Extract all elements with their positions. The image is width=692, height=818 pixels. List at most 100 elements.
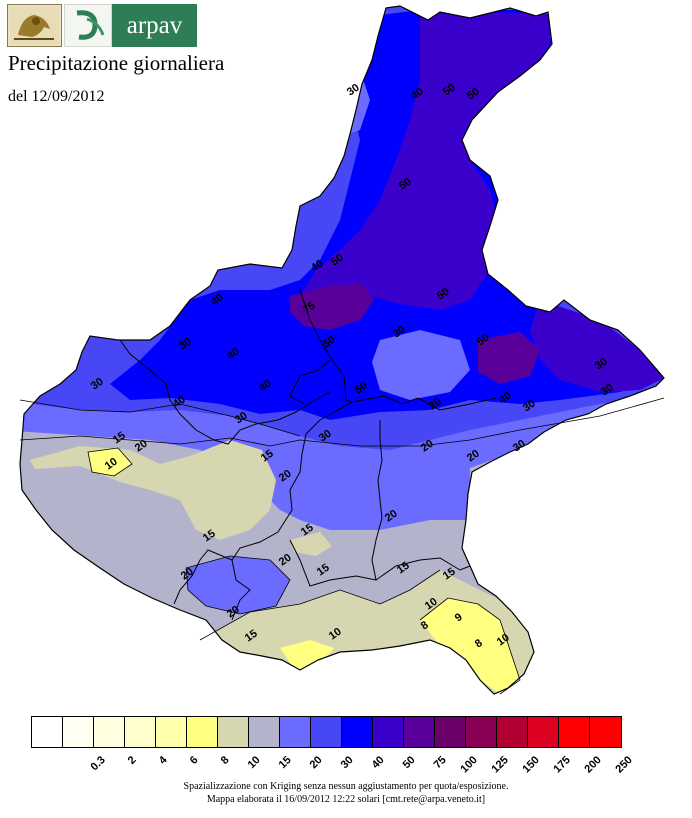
contour-label: 30 xyxy=(391,324,408,341)
contour-label: 50 xyxy=(465,86,482,103)
contour-label: 30 xyxy=(89,376,106,393)
contour-label: 50 xyxy=(321,334,338,351)
contour-label: 50 xyxy=(329,252,346,269)
contour-label: 9 xyxy=(453,611,465,624)
legend-swatches xyxy=(31,716,622,748)
legend-tick-label: 50 xyxy=(400,754,418,772)
contour-label: 20 xyxy=(225,604,242,621)
contour-label: 20 xyxy=(419,438,436,455)
contour-label: 30 xyxy=(599,382,616,399)
contour-label: 40 xyxy=(497,390,514,407)
contour-label: 15 xyxy=(111,430,128,447)
contour-label: 20 xyxy=(277,468,294,485)
zone-20-30-south xyxy=(186,556,290,614)
contour-label: 30 xyxy=(593,356,610,373)
zone-15-20-southwest xyxy=(20,466,186,540)
contour-label: 15 xyxy=(299,522,316,539)
zone-75-100-north xyxy=(290,284,374,330)
zone-75-100-east xyxy=(478,332,540,384)
legend-tick-label: 0.3 xyxy=(88,754,108,774)
zone-20-30-patch xyxy=(372,330,470,400)
logo-text: arpav xyxy=(112,4,197,47)
legend-swatch xyxy=(63,717,94,747)
footer-method-note: Spazializzazione con Kriging senza nessu… xyxy=(183,781,509,792)
contour-label: 50 xyxy=(435,286,452,303)
contour-label: 20 xyxy=(133,438,150,455)
contour-label: 15 xyxy=(315,562,332,579)
legend-tick-label: 4 xyxy=(156,754,170,767)
legend-swatch xyxy=(497,717,528,747)
contour-label: 20 xyxy=(427,396,444,413)
contour-label: 15 xyxy=(243,628,260,645)
arpav-mark-icon xyxy=(64,4,112,47)
zone-50-75-east xyxy=(530,300,664,392)
contour-label: 15 xyxy=(441,566,458,583)
contour-label: 30 xyxy=(233,410,250,427)
zone-8-10-southeast xyxy=(420,598,520,694)
legend-tick-label: 125 xyxy=(489,754,511,776)
contour-label: 40 xyxy=(309,258,326,275)
contour-label: 30 xyxy=(177,336,194,353)
legend-swatch xyxy=(590,717,621,747)
zone-8-10-southcenter xyxy=(280,640,334,672)
contour-label: 10 xyxy=(327,626,344,643)
color-legend: 0.3 2 4 6 8 10 15 20 30 40 50 75 100 125 150 175 200 250 xyxy=(31,716,634,776)
contour-label: 20 xyxy=(277,552,294,569)
contour-label: 30 xyxy=(521,398,538,415)
contour-label: 50 xyxy=(397,176,414,193)
contour-label: 40 xyxy=(209,292,226,309)
legend-tick-label: 150 xyxy=(520,754,542,776)
legend-tick-label: 40 xyxy=(369,754,387,772)
legend-swatch xyxy=(187,717,218,747)
legend-swatch xyxy=(94,717,125,747)
legend-tick-label: 8 xyxy=(218,754,232,767)
legend-swatch xyxy=(218,717,249,747)
contour-label: 15 xyxy=(201,528,218,545)
contour-label: 15 xyxy=(395,560,412,577)
legend-swatch xyxy=(404,717,435,747)
lion-emblem-icon xyxy=(7,4,62,47)
legend-tick-label: 200 xyxy=(582,754,604,776)
legend-swatch xyxy=(280,717,311,747)
legend-tick-label: 20 xyxy=(307,754,325,772)
contour-label: 10 xyxy=(495,632,512,649)
footer-credits: Mappa elaborata il 16/09/2012 12:22 sola… xyxy=(206,794,486,805)
legend-tick-label: 30 xyxy=(338,754,356,772)
legend-swatch xyxy=(466,717,497,747)
legend-swatch xyxy=(342,717,373,747)
contour-label: 50 xyxy=(475,332,492,349)
contour-label: 30 xyxy=(317,428,334,445)
legend-swatch xyxy=(435,717,466,747)
contour-label: 40 xyxy=(225,346,242,363)
legend-tick-label: 75 xyxy=(431,754,449,772)
precipitation-field xyxy=(20,6,664,694)
contour-label: 30 xyxy=(511,438,528,455)
arpav-logo: arpav xyxy=(7,4,197,47)
contour-label: 8 xyxy=(419,619,431,632)
legend-tick-label: 175 xyxy=(551,754,573,776)
legend-swatch xyxy=(528,717,559,747)
map-date: del 12/09/2012 xyxy=(8,88,105,105)
contour-label: 8 xyxy=(473,637,485,650)
contour-label: 20 xyxy=(179,566,196,583)
map-title: Precipitazione giornaliera xyxy=(8,51,225,75)
zone-10-15-patch xyxy=(290,532,332,556)
contour-label: 20 xyxy=(465,448,482,465)
contour-label: 40 xyxy=(171,394,188,411)
legend-swatch xyxy=(559,717,590,747)
contour-label: 40 xyxy=(409,86,426,103)
legend-swatch xyxy=(32,717,63,747)
contour-label: 40 xyxy=(257,378,274,395)
legend-labels: 0.3 2 4 6 8 10 15 20 30 40 50 75 100 125 150 175 200 250 xyxy=(31,748,634,776)
legend-tick-label: 10 xyxy=(245,754,263,772)
contour-label: 10 xyxy=(103,456,120,473)
zone-8-10-west xyxy=(88,448,132,476)
contour-label: 50 xyxy=(353,380,370,397)
legend-swatch xyxy=(125,717,156,747)
contour-label: 30 xyxy=(345,82,362,99)
legend-tick-label: 2 xyxy=(125,754,139,767)
legend-swatch xyxy=(156,717,187,747)
contour-label: 50 xyxy=(441,82,458,99)
